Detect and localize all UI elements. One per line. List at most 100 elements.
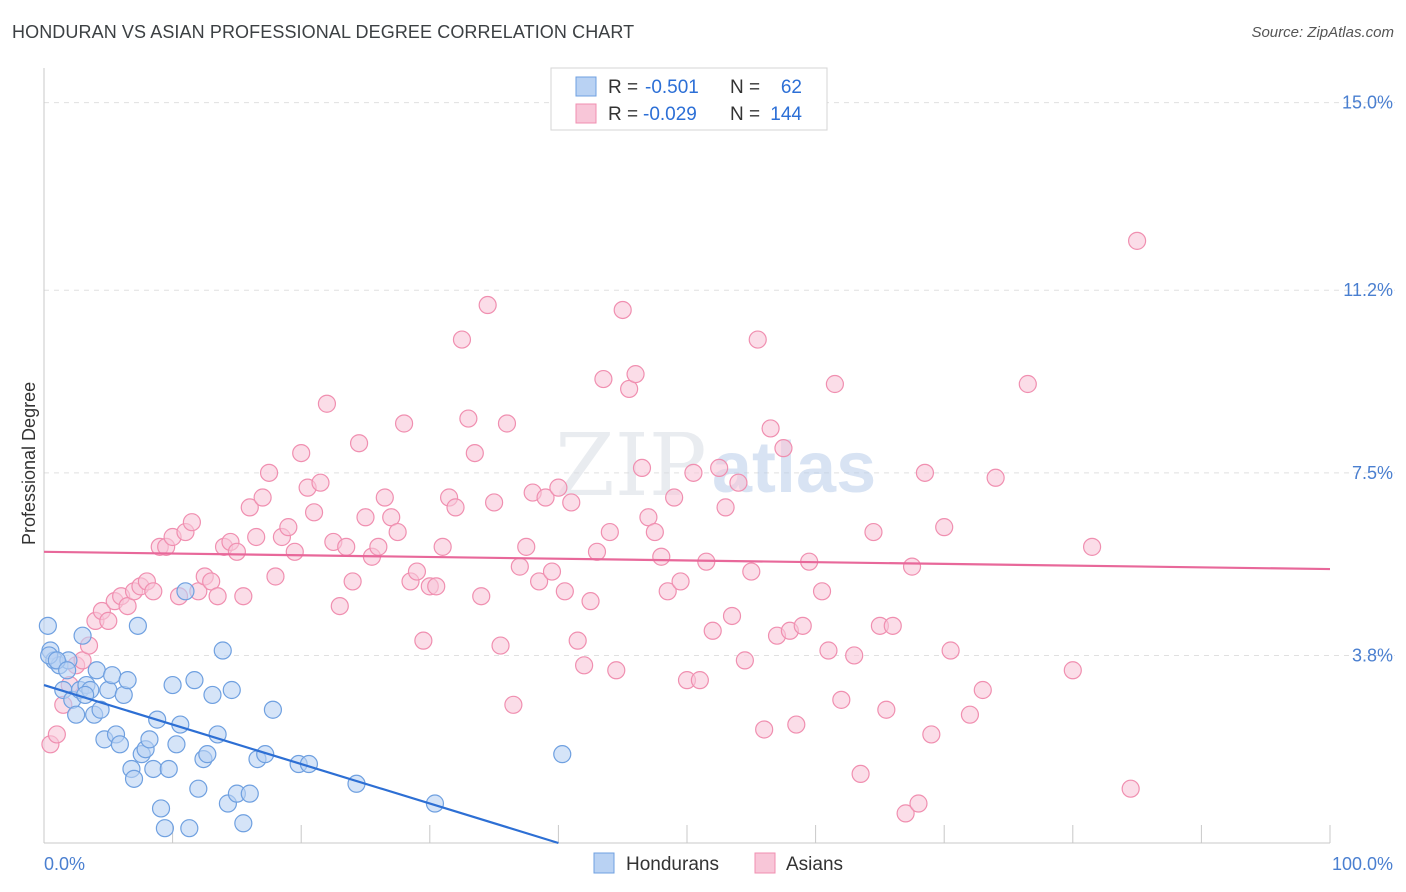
asians-point-114 [774,439,793,458]
hondurans-point-14 [91,700,110,719]
asians-point-52 [375,488,394,507]
series-legend: Hondurans Asians [593,852,843,875]
asians-point-61 [433,537,452,556]
asians-point-120 [819,641,838,660]
asians-point-48 [349,434,369,453]
asians-point-135 [941,641,960,660]
asians-point-51 [369,537,388,556]
hondurans-point-34 [167,735,186,754]
hondurans-point-17 [103,666,122,685]
asians-point-22 [182,513,201,532]
asians-point-110 [748,330,767,349]
stats-legend: R = -0.501 N = 62 R = -0.029 N = 144 [550,67,828,131]
asians-point-60 [427,577,446,596]
asians-point-80 [555,582,574,601]
hondurans-trend-line [43,684,559,845]
asians-point-121 [825,374,844,394]
asians-point-101 [690,671,709,690]
asians-point-132 [915,463,935,482]
legend-n-value-asians: 144 [770,104,802,125]
asians-point-87 [600,522,619,542]
asians-point-108 [735,651,754,670]
asians-point-1 [47,725,66,744]
asians-point-42 [311,473,330,492]
asians-point-45 [330,596,349,616]
asians-point-38 [285,542,304,561]
y-axis-label: Professional Degree [19,382,39,545]
asians-point-39 [292,443,311,463]
asians-point-47 [343,572,362,591]
asians-point-33 [253,488,272,507]
asians-point-95 [652,547,671,566]
y-tick-labels: 3.8% 7.5% 11.2% 15.0% [1342,93,1393,666]
series-legend-swatch-asians [754,852,776,874]
asians-point-136 [960,705,980,724]
asians-point-71 [497,414,517,433]
asians-point-142 [1121,779,1140,798]
asians-point-89 [613,300,632,320]
asians-point-86 [594,369,613,389]
stats-legend-box [550,67,828,131]
chart-source: Source: ZipAtlas.com [1251,24,1394,41]
asians-point-73 [510,557,529,576]
asians-point-32 [247,527,266,547]
asians-point-134 [935,518,954,537]
asians-point-98 [671,572,690,591]
hondurans-point-51 [256,745,275,764]
asians-point-9 [99,611,118,631]
y-tick-label-2: 11.2% [1343,280,1393,300]
asians-point-82 [568,631,587,650]
asians-point-100 [684,463,703,482]
hondurans-point-36 [176,582,195,601]
asians-point-76 [530,572,549,591]
x-tick-label-max: 100.0% [1332,854,1393,874]
hondurans-point-24 [128,616,147,635]
asians-point-131 [909,794,928,813]
asians-point-133 [922,725,941,744]
asians-point-41 [304,503,324,522]
asians-point-70 [491,636,510,655]
asians-point-97 [665,488,684,507]
asians-point-55 [394,414,414,433]
asians-point-34 [259,463,279,482]
asians-point-49 [356,508,375,527]
asians-point-138 [986,468,1005,487]
grid-lines [44,102,1395,656]
asians-point-104 [710,458,729,478]
asians-point-140 [1063,661,1082,680]
asians-point-68 [478,295,497,315]
asians-point-122 [832,690,851,709]
hondurans-point-7 [67,705,86,724]
asians-point-66 [465,443,484,463]
asians-point-84 [581,592,600,611]
asians-point-143 [1127,231,1147,250]
x-tick-label-min: 0.0% [44,854,85,874]
asians-point-67 [472,587,491,606]
asians-point-16 [144,582,163,601]
hondurans-point-46 [222,680,241,700]
asians-trend-line [43,550,1331,571]
legend-swatch-asians [575,103,597,124]
asians-point-92 [632,458,652,478]
hondurans-point-32 [159,759,178,779]
asians-point-31 [240,498,259,517]
hondurans-point-31 [155,819,174,838]
asians-point-43 [317,394,337,413]
hondurans-point-19 [110,735,129,754]
hondurans-point-23 [124,769,144,788]
asians-point-26 [208,587,227,606]
asians-point-112 [761,419,780,438]
asians-point-78 [542,562,562,581]
hondurans-point-0 [38,616,57,635]
hondurans-point-52 [263,700,283,719]
asians-point-91 [626,365,645,384]
asians-point-137 [973,680,992,700]
hondurans-point-37 [180,819,199,838]
legend-n-label-asians: N = [730,104,760,125]
hondurans-point-27 [140,730,159,749]
series-legend-label-hondurans: Hondurans [626,854,719,875]
asians-point-127 [877,700,896,719]
legend-r-value-asians: -0.029 [643,104,697,125]
series-legend-label-asians: Asians [786,854,843,875]
